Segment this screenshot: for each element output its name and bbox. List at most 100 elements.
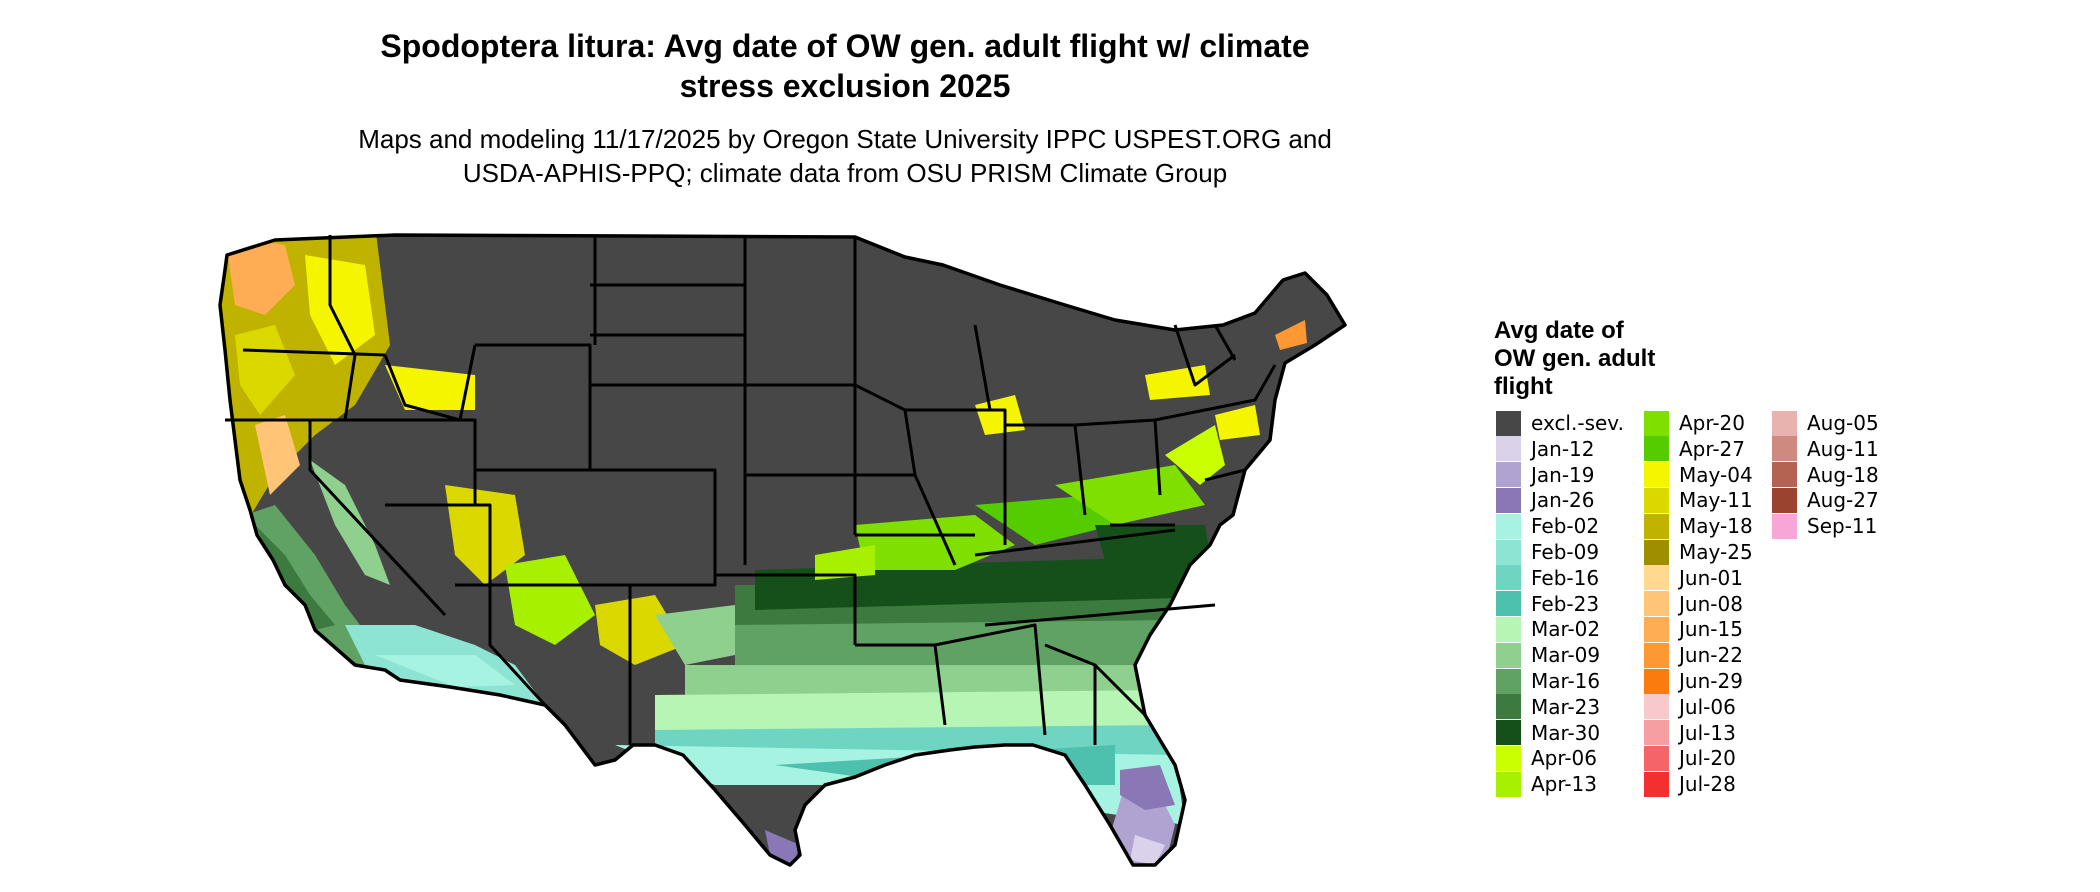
legend-swatch — [1644, 771, 1669, 797]
legend-swatch — [1496, 642, 1521, 668]
map-subtitle-line-2: USDA-APHIS-PPQ; climate data from OSU PR… — [462, 158, 1228, 188]
legend-label: Jul-20 — [1679, 746, 1736, 771]
legend-title-line-2: OW gen. adult — [1494, 345, 1656, 372]
legend-item: Aug-05 — [1772, 410, 1879, 436]
legend-swatch — [1496, 720, 1521, 746]
legend-label: Feb-02 — [1531, 514, 1600, 539]
legend-swatch — [1496, 487, 1521, 513]
legend-label: Jun-08 — [1679, 591, 1743, 616]
legend-item: Jul-20 — [1644, 745, 1736, 771]
legend-swatch — [1772, 410, 1797, 436]
map-subtitle: Maps and modeling 11/17/2025 by Oregon S… — [300, 122, 1390, 190]
legend-label: Jun-15 — [1679, 617, 1743, 642]
legend-item: Apr-27 — [1644, 436, 1745, 462]
legend-swatch — [1496, 591, 1521, 617]
legend-label: Jan-26 — [1531, 488, 1595, 513]
legend-swatch — [1772, 487, 1797, 513]
legend-item: Jul-06 — [1644, 694, 1736, 720]
legend-title-line-1: Avg date of — [1494, 317, 1624, 344]
legend-label: Apr-13 — [1531, 772, 1597, 797]
legend-swatch — [1772, 462, 1797, 488]
legend-label: Aug-27 — [1807, 488, 1879, 513]
legend-swatch — [1644, 745, 1669, 771]
legend-label: May-25 — [1679, 540, 1753, 564]
legend-label: Apr-20 — [1679, 411, 1745, 435]
legend-swatch — [1496, 539, 1521, 565]
legend-swatch — [1644, 436, 1669, 462]
legend-swatch — [1496, 616, 1521, 642]
legend-item: Feb-02 — [1496, 513, 1599, 539]
legend-label: Jun-01 — [1679, 565, 1743, 590]
legend-swatch — [1644, 410, 1669, 436]
legend-swatch — [1496, 771, 1521, 797]
legend-item: Aug-11 — [1772, 436, 1879, 462]
legend-item: excl.-sev. — [1496, 410, 1624, 436]
legend-item: Aug-18 — [1772, 462, 1879, 488]
legend-swatch — [1644, 642, 1669, 668]
legend-label: May-04 — [1679, 462, 1753, 487]
legend-item: Mar-09 — [1496, 642, 1600, 668]
legend-label: Feb-09 — [1531, 540, 1600, 564]
legend-label: excl.-sev. — [1531, 411, 1624, 435]
legend-label: Jun-29 — [1679, 669, 1743, 693]
legend-label: Mar-09 — [1531, 643, 1601, 668]
legend-label: Mar-30 — [1531, 720, 1601, 745]
legend-item: Jun-15 — [1644, 616, 1743, 642]
legend-swatch — [1496, 513, 1521, 539]
legend-item: Feb-09 — [1496, 539, 1599, 565]
legend-label: Sep-11 — [1807, 514, 1878, 539]
legend-label: Feb-23 — [1531, 591, 1600, 616]
legend-item: Aug-27 — [1772, 487, 1879, 513]
legend-swatch — [1644, 720, 1669, 746]
legend-swatch — [1496, 668, 1521, 694]
legend-item: Feb-23 — [1496, 591, 1599, 617]
legend-item: Apr-13 — [1496, 771, 1597, 797]
legend-label: Aug-05 — [1807, 411, 1879, 435]
legend-label: Aug-18 — [1807, 462, 1879, 487]
legend-label: Apr-06 — [1531, 746, 1597, 771]
legend-item: Jun-29 — [1644, 668, 1743, 694]
legend-item: Mar-02 — [1496, 616, 1600, 642]
legend-label: Jul-13 — [1679, 720, 1736, 745]
legend-label: Jan-12 — [1531, 436, 1595, 461]
legend-item: May-18 — [1644, 513, 1753, 539]
legend-label: Mar-23 — [1531, 694, 1601, 719]
legend-swatch — [1644, 513, 1669, 539]
legend: excl.-sev. Jan-12 Jan-19 Jan-26 Feb-02 Feb-09… — [1496, 410, 1916, 800]
legend-label: Jul-28 — [1679, 772, 1736, 797]
legend-item: Jun-01 — [1644, 565, 1743, 591]
map-title: Spodoptera litura: Avg date of OW gen. a… — [300, 26, 1390, 106]
legend-item: Apr-20 — [1644, 410, 1745, 436]
legend-swatch — [1496, 462, 1521, 488]
legend-swatch — [1644, 539, 1669, 565]
map-fill — [220, 235, 1345, 865]
legend-title-line-3: flight — [1494, 373, 1553, 400]
legend-swatch — [1772, 513, 1797, 539]
legend-swatch — [1644, 462, 1669, 488]
legend-item: May-11 — [1644, 487, 1753, 513]
legend-swatch — [1496, 694, 1521, 720]
legend-item: Jun-22 — [1644, 642, 1743, 668]
legend-label: Jan-19 — [1531, 462, 1595, 487]
legend-swatch — [1644, 668, 1669, 694]
legend-swatch — [1644, 591, 1669, 617]
legend-item: Jun-08 — [1644, 591, 1743, 617]
legend-label: Feb-16 — [1531, 565, 1600, 590]
legend-label: Aug-11 — [1807, 436, 1879, 461]
legend-item: Mar-30 — [1496, 720, 1600, 746]
legend-swatch — [1644, 694, 1669, 720]
legend-swatch — [1496, 565, 1521, 591]
map-title-line-1: Spodoptera litura: Avg date of OW gen. a… — [380, 28, 1310, 64]
legend-swatch — [1644, 616, 1669, 642]
legend-item: Mar-23 — [1496, 694, 1600, 720]
legend-swatch — [1496, 410, 1521, 436]
state-borders — [225, 235, 1277, 745]
map-subtitle-line-1: Maps and modeling 11/17/2025 by Oregon S… — [358, 124, 1332, 154]
legend-swatch — [1644, 565, 1669, 591]
legend-item: Apr-06 — [1496, 745, 1597, 771]
legend-label: Mar-02 — [1531, 617, 1601, 642]
legend-swatch — [1496, 745, 1521, 771]
legend-item: Jul-28 — [1644, 771, 1736, 797]
legend-item: May-25 — [1644, 539, 1753, 565]
legend-item: May-04 — [1644, 462, 1753, 488]
